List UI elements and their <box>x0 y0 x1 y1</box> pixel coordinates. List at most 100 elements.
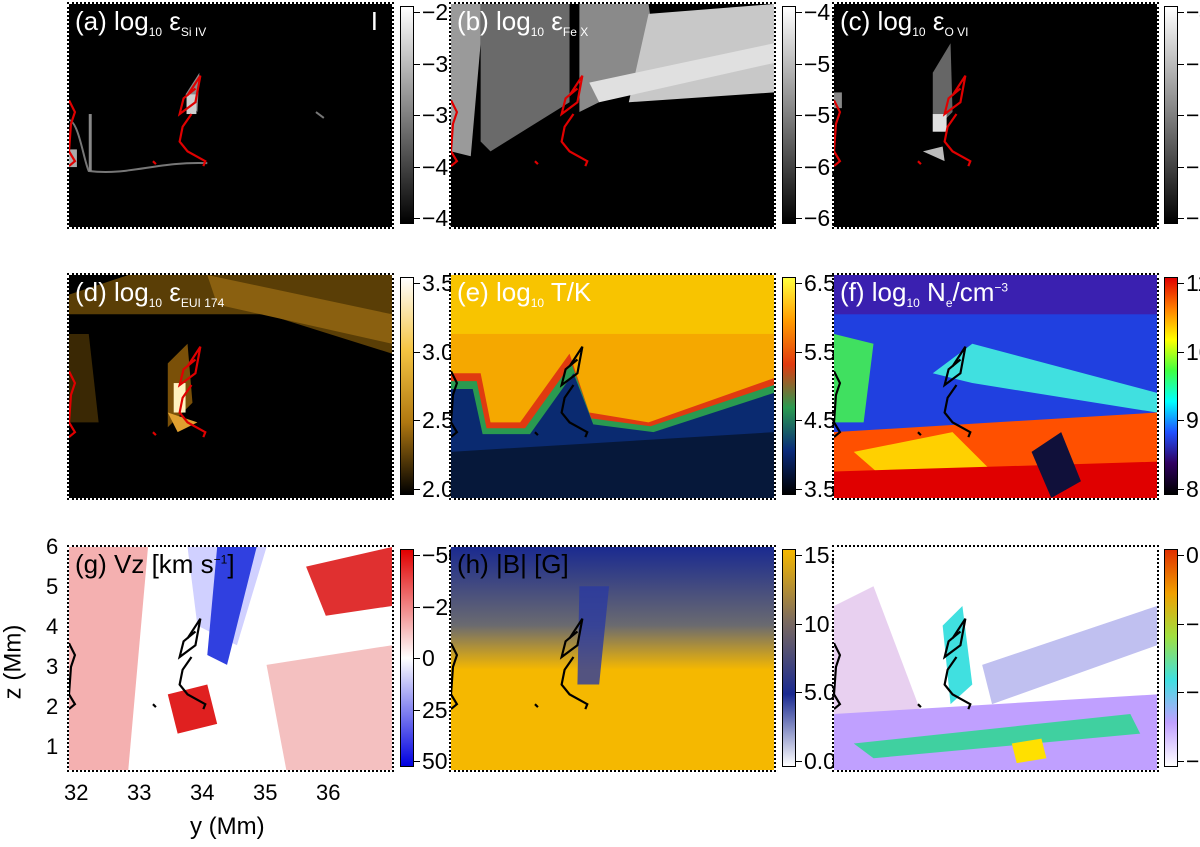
panel-image-c <box>834 4 1157 227</box>
label-base: 10 <box>530 25 545 40</box>
colorbar-tickmark <box>796 12 802 13</box>
colorbar-tickmark <box>796 489 802 490</box>
colorbar-f <box>1164 277 1178 495</box>
z-axis-tick-label: 4 <box>46 614 59 639</box>
colorbar-tickmark <box>1178 283 1184 284</box>
colorbar-i <box>1164 549 1178 767</box>
label-prefix: (f) log <box>840 277 907 307</box>
colorbar-tickmark <box>1178 351 1184 353</box>
colorbar-g <box>400 549 414 767</box>
label-base: 10 <box>530 296 545 311</box>
colorbar-tick-label: −2.0 <box>1186 679 1200 706</box>
colorbar-tick-label: 5.0 <box>804 679 836 706</box>
label-symbol: ε <box>544 6 563 36</box>
colorbar-tickmark <box>1178 761 1184 762</box>
panel-label-a: (a) log10 εSi IV <box>75 8 206 38</box>
z-axis-tick-label: 3 <box>46 654 59 679</box>
colorbar-tickmark <box>1178 12 1184 13</box>
label-symbol: Q <box>918 549 946 579</box>
label-base: 10 <box>148 296 163 311</box>
colorbar-tickmark <box>796 218 802 219</box>
colorbar-tick-label: 3.5 <box>804 476 836 502</box>
colorbar-tick-label: −5.0 <box>1186 50 1200 77</box>
panel-label-d: (d) log10 εEUI 174 <box>75 279 224 309</box>
panel-image-i <box>834 547 1157 770</box>
y-axis-tick-label: 36 <box>316 780 341 805</box>
colorbar-tickmark <box>414 761 420 762</box>
label-suffix: ] <box>227 549 235 579</box>
colorbar-tickmark <box>414 709 420 711</box>
label-subscript: e <box>945 296 953 311</box>
panel-label-f: (f) log10 Ne/cm−3 <box>840 279 1008 309</box>
colorbar-tick-label: −6.5 <box>1186 205 1200 231</box>
colorbar-tick-label: 9.5 <box>1186 407 1200 434</box>
z-axis-tick-label: 1 <box>46 734 59 759</box>
panel-label-h: (h) |B| [G] <box>457 551 569 577</box>
colorbar-tickmark <box>414 606 420 608</box>
colorbar-tick-label: 3.0 <box>422 338 454 365</box>
colorbar-tick-label: 2.5 <box>422 407 454 434</box>
panel-label-c: (c) log10 εO VI <box>840 8 968 38</box>
colorbar-tick-label: 3.5 <box>422 270 454 296</box>
panel-image-h <box>451 547 774 770</box>
colorbar-tick-label: −3.0 <box>1186 748 1200 774</box>
label-symbol: T/K <box>544 277 592 307</box>
colorbar-tickmark <box>414 658 420 659</box>
colorbar-tick-label: 10.5 <box>1186 338 1200 365</box>
y-axis-tick-label: 34 <box>190 780 215 805</box>
panel-marker: I <box>370 6 378 36</box>
label-subscript: heat <box>945 568 970 583</box>
colorbar-tickmark <box>796 692 802 694</box>
colorbar-tickmark <box>414 12 420 13</box>
colorbar-tickmark <box>414 555 420 556</box>
panel-image-a <box>69 4 392 227</box>
colorbar-tickmark <box>1178 218 1184 219</box>
colorbar-e <box>782 277 796 495</box>
colorbar-tickmark <box>414 489 420 490</box>
colorbar-tickmark <box>796 555 802 556</box>
label-symbol: ε <box>162 6 181 36</box>
label-symbol: N <box>919 277 946 307</box>
colorbar-tickmark <box>796 623 802 625</box>
colorbar-tickmark <box>796 283 802 284</box>
z-axis-title: z (Mm) <box>0 624 27 700</box>
colorbar-d <box>400 277 414 495</box>
colorbar-tickmark <box>1178 420 1184 422</box>
colorbar-tickmark <box>796 115 802 116</box>
label-superscript: −3 <box>994 280 1009 295</box>
label-prefix: (e) log <box>457 277 531 307</box>
colorbar-tick-label: 25 <box>422 696 448 723</box>
label-subscript: O VI <box>944 25 969 40</box>
colorbar-tickmark <box>414 166 420 168</box>
colorbar-tick-label: 0 <box>422 645 435 671</box>
label-subscript: Fe X <box>562 25 589 40</box>
colorbar-tick-label: −4.5 <box>1186 0 1200 25</box>
colorbar-c <box>1164 6 1178 224</box>
colorbar-tickmark <box>414 63 420 65</box>
label-prefix: (i) log <box>840 549 906 579</box>
label-prefix: (h) |B| [G] <box>457 549 569 579</box>
z-axis-tick-label: 6 <box>46 534 59 559</box>
panel-f: (f) log10 Ne/cm−3 <box>832 273 1159 500</box>
panel-label-i: (i) log10 Qheat <box>840 551 969 581</box>
colorbar-tickmark <box>1178 555 1184 556</box>
colorbar-tickmark <box>414 420 420 422</box>
label-base: 10 <box>905 568 919 583</box>
label-prefix: (a) log <box>75 6 149 36</box>
colorbar-tick-label: 11.5 <box>1186 270 1200 296</box>
colorbar-tick-label: −5.5 <box>1186 102 1200 128</box>
colorbar-tickmark <box>1178 63 1184 65</box>
colorbar-tickmark <box>1178 489 1184 490</box>
colorbar-tick-label: −6.0 <box>1186 153 1200 180</box>
label-superscript: −1 <box>213 552 228 567</box>
colorbar-tick-label: 6.5 <box>804 270 836 296</box>
y-axis-tick-label: 35 <box>253 780 278 805</box>
label-base: 10 <box>912 25 926 40</box>
colorbar-tickmark <box>796 166 802 168</box>
colorbar-tickmark <box>796 761 802 762</box>
colorbar-tickmark <box>414 115 420 116</box>
label-symbol: ε <box>925 6 945 36</box>
colorbar-h <box>782 549 796 767</box>
colorbar-tick-label: 5.5 <box>804 338 836 365</box>
colorbar-tick-label: 50 <box>422 748 448 774</box>
